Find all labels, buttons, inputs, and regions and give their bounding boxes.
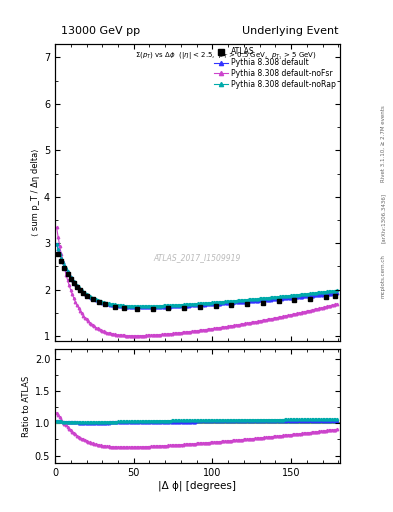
ATLAS — [323, 294, 328, 300]
ATLAS — [198, 304, 202, 310]
Pythia 8.308 default — [265, 296, 270, 303]
Pythia 8.308 default-noFsr — [78, 308, 83, 314]
ATLAS — [59, 258, 64, 264]
Pythia 8.308 default-noFsr — [136, 333, 141, 339]
ATLAS — [122, 305, 127, 311]
Line: Pythia 8.308 default: Pythia 8.308 default — [57, 244, 337, 307]
ATLAS — [333, 293, 338, 299]
Text: mcplots.cern.ch: mcplots.cern.ch — [381, 254, 386, 298]
ATLAS — [292, 297, 297, 303]
Text: Underlying Event: Underlying Event — [242, 26, 339, 36]
ATLAS — [261, 300, 265, 306]
Pythia 8.308 default-noRap — [334, 287, 339, 293]
Legend: ATLAS, Pythia 8.308 default, Pythia 8.308 default-noFsr, Pythia 8.308 default-no: ATLAS, Pythia 8.308 default, Pythia 8.30… — [213, 46, 338, 91]
ATLAS — [97, 299, 101, 305]
Pythia 8.308 default — [81, 289, 86, 295]
Pythia 8.308 default-noRap — [78, 286, 83, 292]
ATLAS — [75, 284, 79, 290]
ATLAS — [166, 305, 171, 311]
ATLAS — [84, 292, 89, 298]
Y-axis label: ⟨ sum p_T / Δη delta⟩: ⟨ sum p_T / Δη delta⟩ — [31, 148, 40, 236]
Pythia 8.308 default — [54, 241, 59, 247]
Pythia 8.308 default — [178, 303, 183, 309]
Text: $\Sigma(p_T)$ vs $\Delta\phi$  ($|\eta|$ < 2.5,  $p_T$ > 0.5 GeV,  $p_{T_1}$ > 5: $\Sigma(p_T)$ vs $\Delta\phi$ ($|\eta|$ … — [135, 51, 317, 62]
Pythia 8.308 default-noRap — [134, 303, 139, 309]
ATLAS — [245, 301, 250, 307]
Pythia 8.308 default-noFsr — [105, 329, 109, 335]
ATLAS — [103, 302, 108, 308]
Pythia 8.308 default — [105, 301, 109, 307]
Y-axis label: Ratio to ATLAS: Ratio to ATLAS — [22, 376, 31, 437]
Pythia 8.308 default-noRap — [81, 289, 86, 295]
Text: ATLAS_2017_I1509919: ATLAS_2017_I1509919 — [154, 253, 241, 262]
Pythia 8.308 default — [134, 304, 139, 310]
ATLAS — [150, 306, 155, 312]
Pythia 8.308 default-noFsr — [334, 301, 339, 307]
ATLAS — [65, 271, 70, 277]
ATLAS — [308, 295, 312, 302]
Pythia 8.308 default-noFsr — [178, 330, 183, 336]
ATLAS — [56, 250, 61, 257]
Pythia 8.308 default-noFsr — [54, 224, 59, 230]
Pythia 8.308 default-noFsr — [133, 333, 138, 339]
Line: ATLAS: ATLAS — [56, 251, 338, 311]
Pythia 8.308 default-noFsr — [265, 316, 270, 323]
Pythia 8.308 default-noRap — [54, 241, 59, 247]
ATLAS — [90, 296, 95, 303]
ATLAS — [78, 287, 83, 293]
Pythia 8.308 default-noFsr — [81, 312, 86, 318]
ATLAS — [81, 290, 86, 296]
Pythia 8.308 default-noRap — [105, 300, 109, 306]
Pythia 8.308 default-noRap — [139, 303, 144, 309]
Text: Rivet 3.1.10, ≥ 2.7M events: Rivet 3.1.10, ≥ 2.7M events — [381, 105, 386, 182]
ATLAS — [276, 298, 281, 305]
Line: Pythia 8.308 default-noFsr: Pythia 8.308 default-noFsr — [57, 227, 337, 336]
X-axis label: |Δ ϕ| [degrees]: |Δ ϕ| [degrees] — [158, 481, 237, 492]
Line: Pythia 8.308 default-noRap: Pythia 8.308 default-noRap — [57, 244, 337, 306]
Pythia 8.308 default — [78, 286, 83, 292]
Pythia 8.308 default — [141, 304, 145, 310]
ATLAS — [182, 305, 186, 311]
Pythia 8.308 default-noRap — [178, 302, 183, 308]
Text: [arXiv:1306.3436]: [arXiv:1306.3436] — [381, 193, 386, 243]
ATLAS — [72, 280, 76, 286]
Text: 13000 GeV pp: 13000 GeV pp — [61, 26, 140, 36]
ATLAS — [68, 276, 73, 282]
Pythia 8.308 default — [334, 290, 339, 296]
ATLAS — [134, 306, 139, 312]
ATLAS — [62, 265, 67, 271]
ATLAS — [229, 302, 234, 308]
ATLAS — [112, 304, 117, 310]
Pythia 8.308 default-noRap — [265, 294, 270, 301]
ATLAS — [213, 303, 218, 309]
